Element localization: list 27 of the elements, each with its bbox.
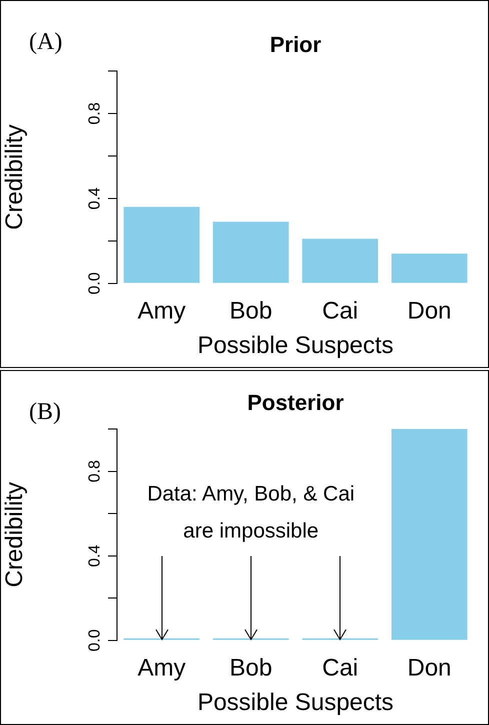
bar	[302, 238, 378, 283]
x-axis-title: Possible Suspects	[197, 332, 394, 360]
text: (B)	[29, 399, 61, 425]
y-tick-label: 0.8	[86, 102, 104, 125]
y-tick-label: 0.4	[86, 544, 104, 567]
chart-title: Posterior	[247, 390, 344, 415]
y-tick-label: 0.4	[86, 187, 104, 210]
y-axis-title: Credibility	[1, 124, 28, 230]
x-tick-label: Cai	[322, 297, 358, 324]
x-tick-label: Amy	[138, 654, 186, 682]
x-tick-label: Amy	[138, 297, 186, 324]
chart-title: Prior	[270, 32, 322, 57]
annotation: Data: Amy, Bob, & Cai are impossible	[147, 482, 355, 542]
x-tick-label: Cai	[322, 654, 358, 682]
x-tick-label: Don	[407, 654, 452, 682]
x-tick-label: Bob	[230, 297, 272, 324]
x-axis-title: Possible Suspects	[197, 689, 394, 716]
x-tick-label: Bob	[230, 654, 272, 682]
y-tick-label: 0.8	[86, 460, 104, 482]
bar	[212, 222, 289, 283]
x-tick-label: Don	[407, 297, 452, 324]
y-tick-label: 0.0	[86, 629, 104, 652]
bar	[391, 254, 468, 283]
text: (A)	[29, 29, 62, 55]
y-axis-title: Credibility	[1, 482, 28, 588]
bar	[124, 206, 200, 283]
y-tick-label: 0.0	[86, 272, 104, 295]
